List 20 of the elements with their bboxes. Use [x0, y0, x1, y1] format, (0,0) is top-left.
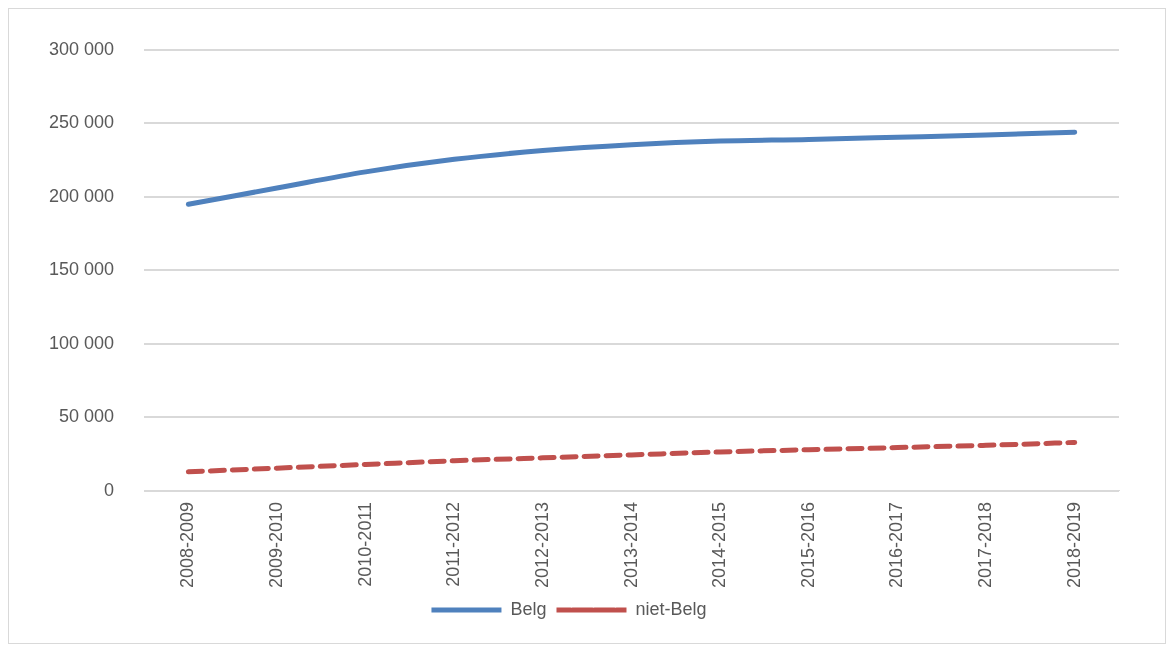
y-tick-label: 150 000: [48, 259, 115, 280]
x-tick-label: 2018-2019: [1063, 501, 1084, 589]
legend-label: niet-Belg: [635, 598, 707, 619]
x-tick-label: 2016-2017: [886, 501, 907, 589]
x-tick-label: 2012-2013: [531, 501, 552, 589]
x-tick-label: 2009-2010: [265, 501, 286, 589]
x-tick-label: 2014-2015: [709, 501, 730, 589]
y-tick-label: 200 000: [48, 185, 115, 206]
x-tick-label: 2008-2009: [177, 501, 198, 589]
x-tick-label: 2017-2018: [975, 501, 996, 589]
y-tick-label: 0: [104, 479, 115, 500]
legend-label: Belg: [510, 598, 547, 619]
y-tick-label: 300 000: [48, 38, 115, 59]
y-tick-label: 250 000: [48, 112, 115, 133]
y-tick-label: 50 000: [59, 406, 115, 427]
x-tick-label: 2011-2012: [443, 501, 464, 587]
y-tick-label: 100 000: [48, 332, 115, 353]
x-tick-label: 2013-2014: [620, 501, 641, 589]
x-tick-label: 2015-2016: [797, 501, 818, 589]
x-tick-label: 2010-2011: [354, 501, 375, 587]
